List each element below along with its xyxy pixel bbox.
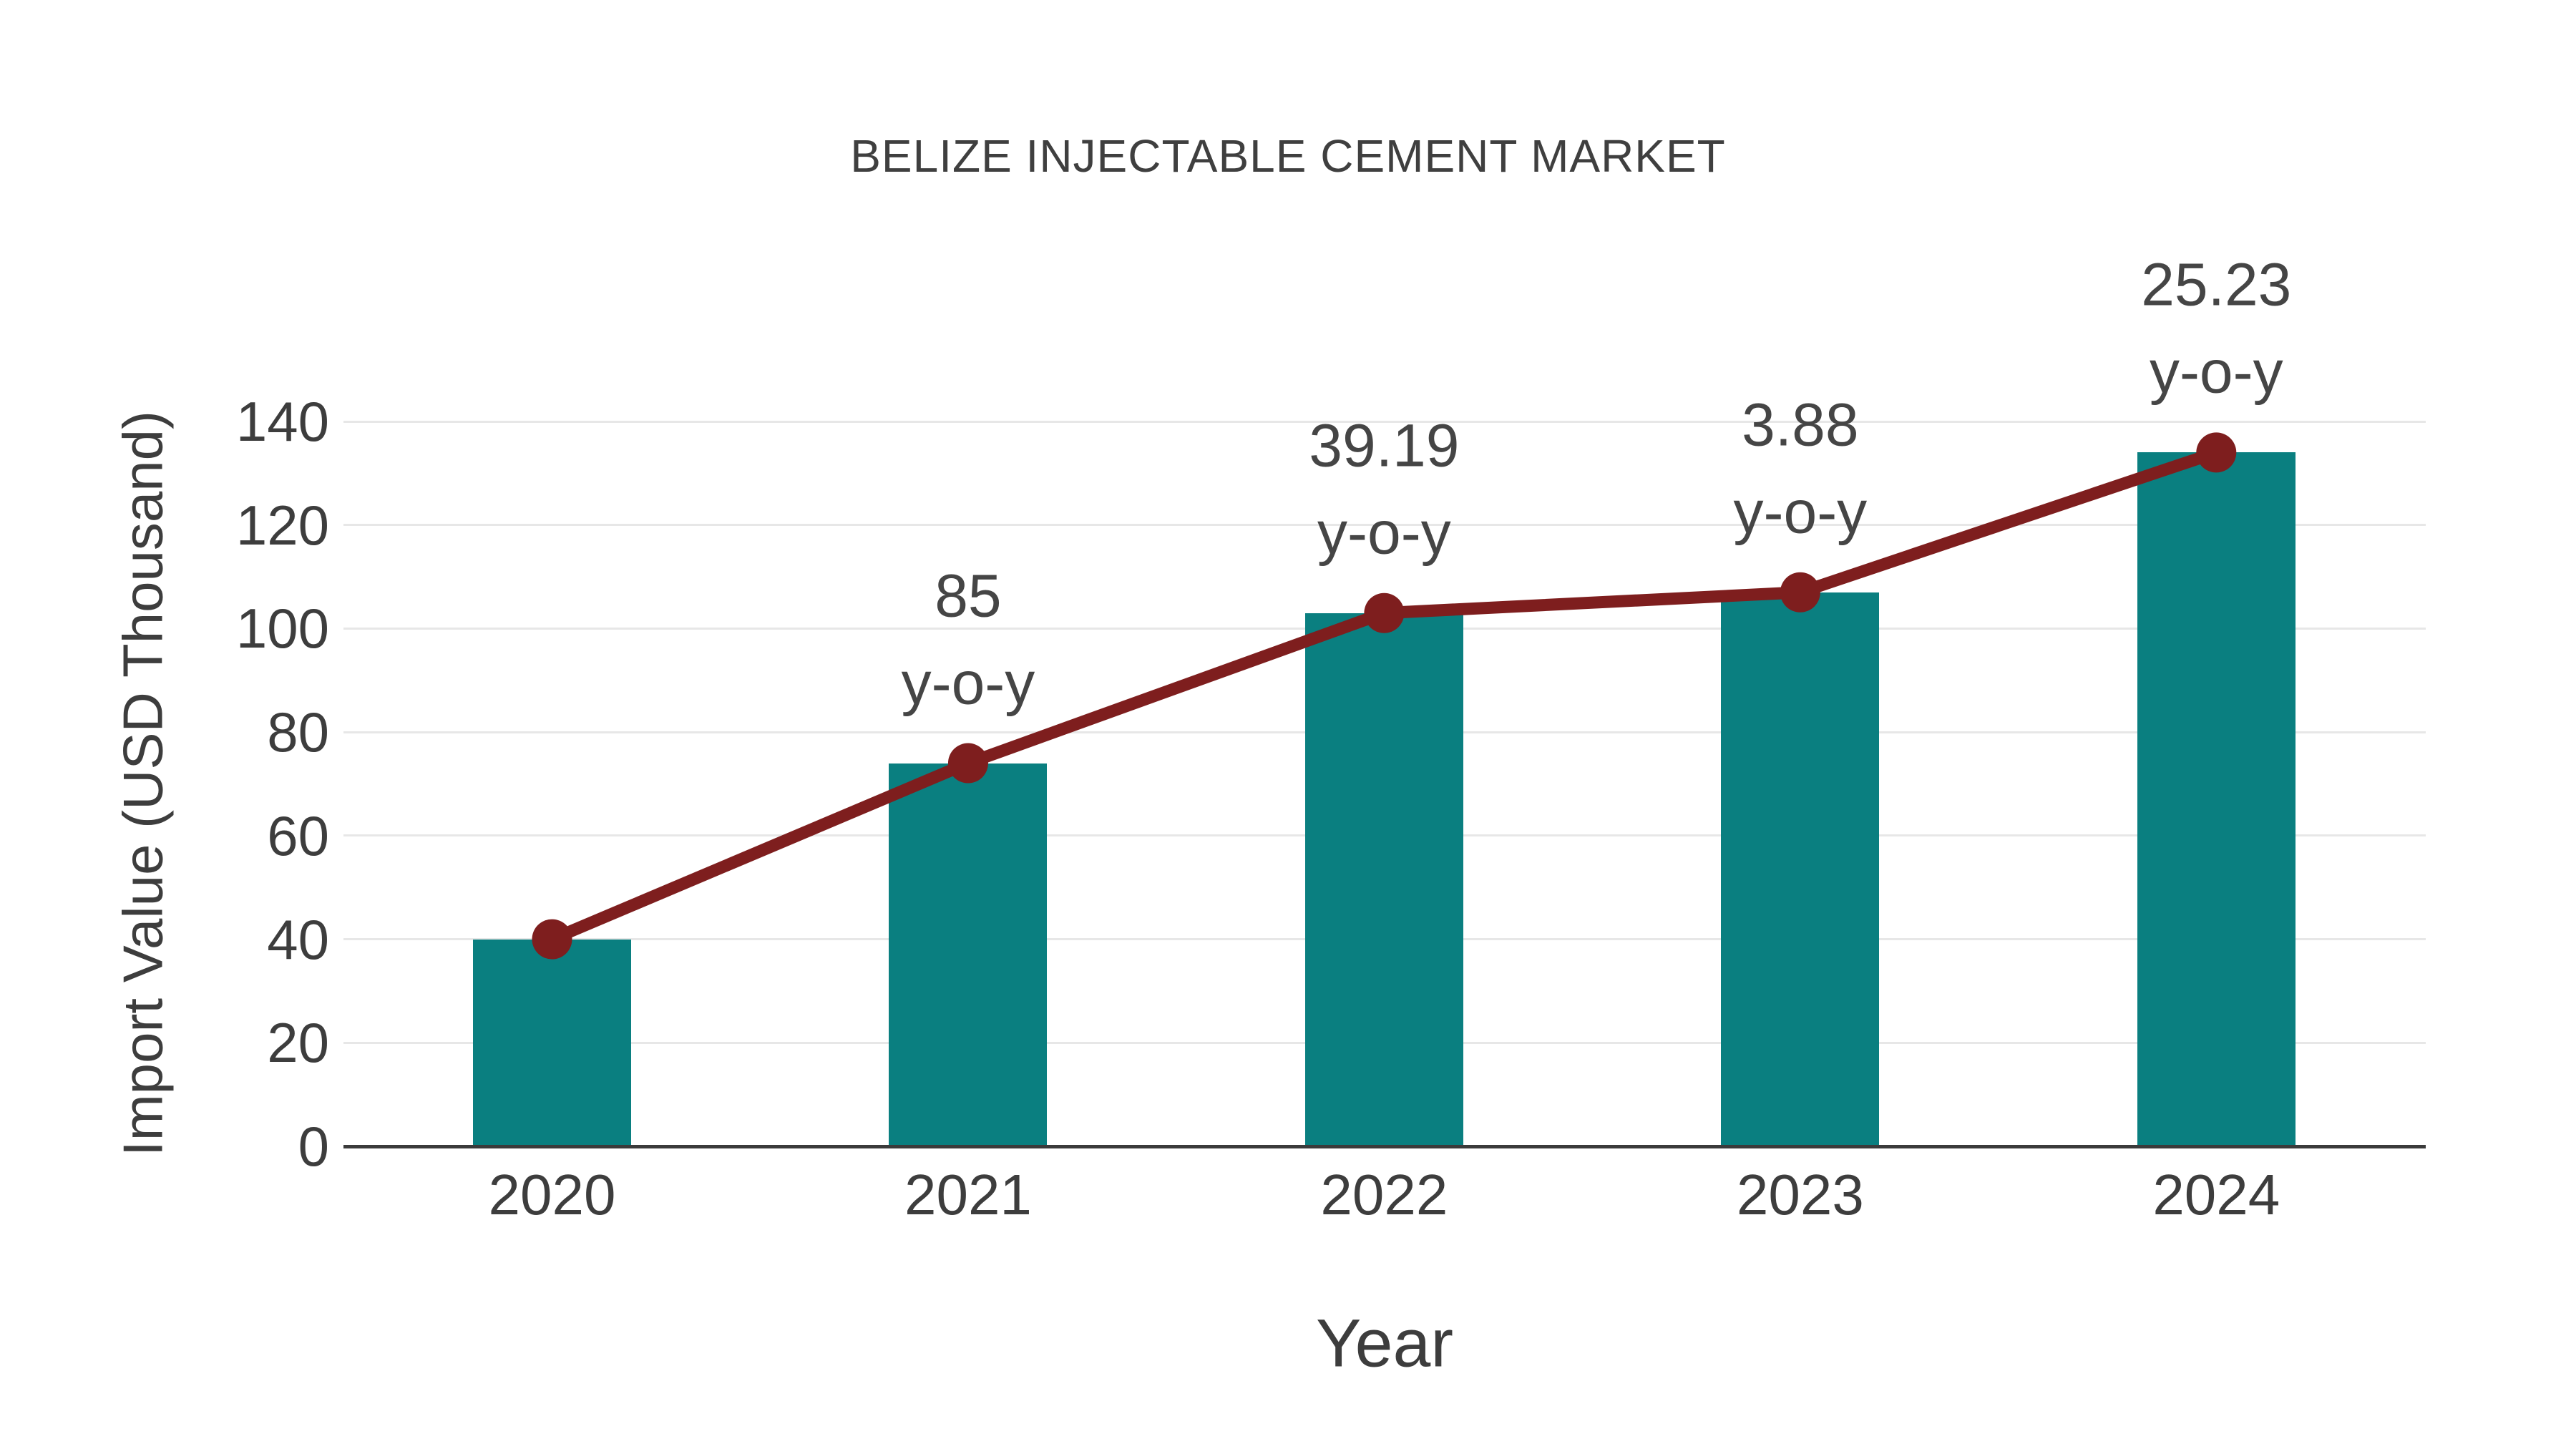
data-point-marker-2021 <box>947 743 988 784</box>
y-tick-label-0: 0 <box>298 1115 329 1178</box>
bar-2021 <box>889 763 1048 1146</box>
bar-2024 <box>2137 452 2296 1146</box>
x-axis-line <box>343 1145 2426 1148</box>
x-tick-label-2022: 2022 <box>1320 1163 1448 1226</box>
x-tick-label-2021: 2021 <box>904 1163 1032 1226</box>
annotation-value-2021: 85 <box>935 562 1002 630</box>
data-point-marker-2022 <box>1364 592 1405 633</box>
y-tick-label-60: 60 <box>267 804 329 867</box>
x-axis-label: Year <box>1316 1305 1453 1382</box>
gridline-y-140 <box>343 420 2426 423</box>
bar-2020 <box>473 939 631 1146</box>
y-tick-label-100: 100 <box>235 597 329 660</box>
annotation-suffix-2024: y-o-y <box>2149 338 2283 406</box>
chart-title: BELIZE INJECTABLE CEMENT MARKET <box>850 130 1726 182</box>
x-tick-label-2023: 2023 <box>1736 1163 1864 1226</box>
y-tick-label-80: 80 <box>267 701 329 764</box>
bar-2022 <box>1304 613 1463 1146</box>
bar-2023 <box>1721 592 1880 1146</box>
x-tick-label-2020: 2020 <box>488 1163 616 1226</box>
y-tick-label-20: 20 <box>267 1011 329 1075</box>
annotation-value-2024: 25.23 <box>2141 250 2292 318</box>
y-tick-label-120: 120 <box>235 493 329 557</box>
annotation-value-2023: 3.88 <box>1742 391 1859 459</box>
annotation-suffix-2022: y-o-y <box>1317 499 1451 567</box>
y-tick-label-40: 40 <box>267 907 329 971</box>
data-point-marker-2020 <box>532 919 572 960</box>
y-tick-label-140: 140 <box>235 390 329 453</box>
annotation-suffix-2023: y-o-y <box>1733 478 1868 546</box>
annotation-value-2022: 39.19 <box>1309 411 1460 479</box>
data-point-marker-2024 <box>2196 432 2237 473</box>
data-point-marker-2023 <box>1780 572 1820 613</box>
gridline-y-120 <box>343 524 2426 527</box>
annotation-suffix-2021: y-o-y <box>901 649 1035 717</box>
x-tick-label-2024: 2024 <box>2152 1163 2280 1226</box>
